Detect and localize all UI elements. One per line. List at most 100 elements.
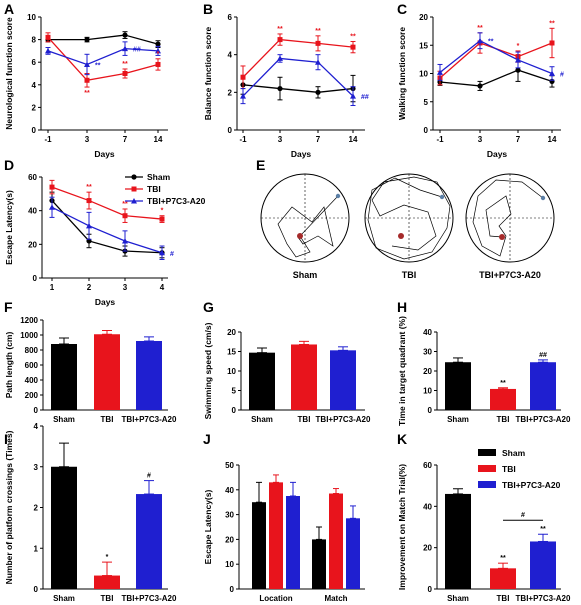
x-tick-label: TBI — [497, 415, 510, 424]
platform-marker — [297, 233, 303, 239]
significance-mark: ** — [86, 184, 92, 191]
significance-mark: ** — [95, 62, 101, 69]
panel-label: K — [397, 431, 407, 447]
x-tick-label: 14 — [154, 135, 163, 144]
data-point — [240, 74, 246, 80]
y-tick-label: 0 — [34, 406, 39, 415]
data-point — [315, 59, 321, 65]
data-point — [549, 40, 555, 46]
bar — [286, 496, 300, 589]
y-tick-label: 0 — [428, 406, 433, 415]
significance-mark: ** — [540, 526, 546, 533]
data-point — [277, 85, 283, 92]
panel-label: B — [203, 1, 213, 17]
x-tick-label: Sham — [251, 415, 273, 424]
y-tick-label: 400 — [25, 376, 39, 385]
y-tick-label: 60 — [28, 173, 37, 182]
data-point — [515, 56, 521, 63]
panel-label: D — [4, 157, 14, 173]
y-tick-label: 6 — [32, 58, 37, 67]
data-point — [350, 93, 356, 99]
significance-mark: ** — [477, 25, 483, 32]
legend-label: TBI — [147, 184, 161, 194]
x-tick-label: 14 — [548, 135, 557, 144]
legend-label: Sham — [502, 448, 526, 458]
start-marker — [439, 194, 445, 200]
x-tick-label: TBI — [101, 594, 114, 603]
panel-label: J — [203, 431, 211, 447]
bar — [490, 388, 516, 410]
bar — [346, 518, 360, 589]
y-tick-label: 200 — [25, 391, 39, 400]
y-tick-label: 40 — [423, 502, 432, 511]
bar — [445, 493, 471, 589]
bar — [51, 344, 77, 410]
y-axis-label: Balance function score — [203, 26, 213, 120]
data-point — [86, 198, 92, 204]
bar — [291, 344, 317, 410]
data-point — [122, 71, 128, 76]
bar — [312, 539, 326, 589]
bar — [269, 482, 283, 589]
data-point — [122, 45, 128, 52]
series-sham — [437, 58, 555, 91]
y-tick-label: 2 — [32, 103, 37, 112]
y-tick-label: 40 — [423, 328, 432, 337]
x-tick-label: TBI+P7C3-A20 — [316, 415, 371, 424]
bar — [490, 568, 516, 589]
x-tick-label: TBI+P7C3-A20 — [122, 415, 177, 424]
significance-mark: ** — [84, 90, 90, 97]
data-point — [159, 216, 165, 222]
bar — [94, 575, 120, 589]
panel-label: A — [4, 1, 14, 17]
significance-mark: * — [106, 554, 109, 561]
bar — [136, 341, 162, 410]
map-caption: TBI+P7C3-A20 — [479, 270, 541, 280]
legend-d-p7c3: TBI+P7C3-A20 — [125, 196, 206, 206]
x-tick-label: TBI — [101, 415, 114, 424]
data-point — [84, 61, 90, 67]
x-axis-label: Days — [487, 149, 508, 159]
data-point — [240, 93, 246, 99]
y-tick-label: 0 — [34, 585, 39, 594]
significance-mark: * — [157, 51, 160, 58]
legend-k: Sham TBI TBI+P7C3-A20 — [478, 448, 561, 490]
x-tick-label: 3 — [278, 135, 283, 144]
legend-d: Sham TBI TBI+P7C3-A20 — [125, 172, 206, 206]
series-line — [51, 200, 163, 254]
legend-label: Sham — [147, 172, 171, 182]
chart-panel-c: 0 5 10 15 20 Walking function score C -1 3 7 14 Day… — [397, 1, 564, 159]
series-tbi-p7c3-a20 — [49, 196, 165, 260]
series-sham — [240, 74, 356, 103]
y-tick-label: 600 — [25, 361, 39, 370]
x-tick-label: -1 — [44, 135, 52, 144]
data-point — [122, 213, 128, 219]
start-marker — [335, 193, 341, 199]
series-line — [242, 38, 354, 78]
significance-mark: ** — [122, 201, 128, 208]
y-tick-label: 1000 — [20, 331, 38, 340]
y-tick-label: 50 — [225, 461, 234, 470]
panel-label: H — [397, 299, 407, 315]
significance-mark: # — [560, 72, 564, 79]
panel-label-e: E — [256, 157, 265, 173]
series-line — [47, 36, 159, 81]
legend-marker — [131, 186, 137, 192]
y-tick-label: 0 — [32, 126, 37, 135]
x-tick-label: -1 — [436, 135, 444, 144]
significance-mark: # — [170, 251, 174, 258]
chart-panel-j: 0 10 20 30 40 50 Escape Latency(s) J Location Mat… — [203, 431, 365, 603]
y-tick-label: 6 — [228, 13, 233, 22]
bar — [330, 350, 356, 410]
y-axis-label: Neurological function score — [4, 17, 14, 130]
y-tick-label: 8 — [32, 36, 37, 45]
y-tick-label: 30 — [423, 348, 432, 357]
data-point — [477, 83, 483, 89]
swim-path — [367, 176, 451, 260]
map-caption: TBI — [402, 270, 417, 280]
y-tick-label: 5 — [232, 387, 237, 396]
y-tick-label: 0 — [232, 406, 237, 415]
bar — [530, 541, 556, 589]
